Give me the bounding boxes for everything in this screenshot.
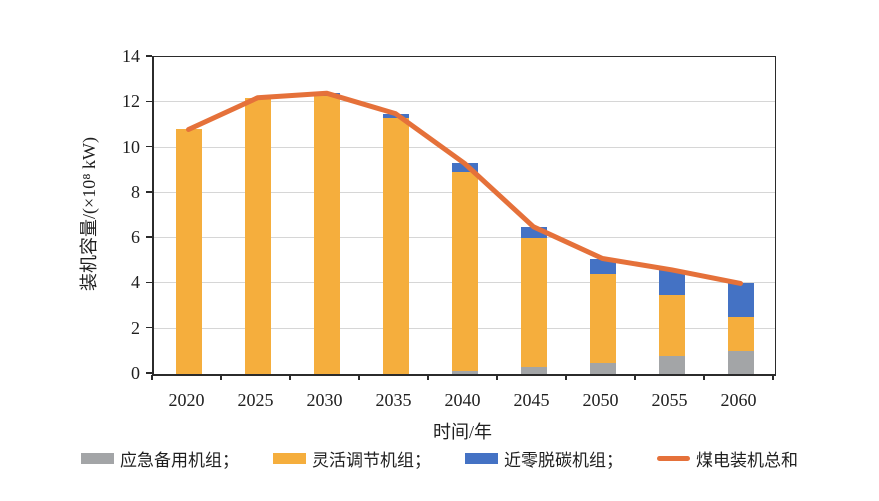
y-tick-label-6: 6 — [131, 227, 140, 248]
y-tick-mark — [146, 372, 152, 374]
x-tick-mark — [151, 375, 153, 380]
bar-segment-gray-2050 — [589, 362, 616, 374]
legend-swatch-gray — [81, 453, 114, 464]
legend-item-total-line: 煤电装机总和 — [657, 446, 798, 471]
x-tick-mark — [565, 375, 567, 380]
x-tick-mark — [772, 375, 774, 380]
bar-segment-yellow-2020 — [175, 129, 202, 374]
y-tick-label-12: 12 — [122, 91, 140, 112]
x-tick-label-2055: 2055 — [651, 390, 688, 410]
x-tick-mark — [496, 375, 498, 380]
legend-swatch-orange-line — [657, 456, 690, 461]
legend-swatch-yellow — [273, 453, 306, 464]
x-tick-mark — [289, 375, 291, 380]
y-tick-label-4: 4 — [131, 272, 140, 293]
chart-legend: 应急备用机组； 灵活调节机组； 近零脱碳机组； 煤电装机总和 — [0, 446, 879, 471]
x-tick-mark — [703, 375, 705, 380]
x-axis-title: 时间/年 — [432, 422, 492, 442]
bar-segment-yellow-2035 — [382, 118, 409, 374]
bar-segment-gray-2055 — [658, 355, 685, 374]
y-tick-mark — [146, 191, 152, 193]
bar-group-2020 — [175, 129, 202, 374]
bar-segment-gray-2040 — [451, 370, 478, 374]
y-tick-mark — [146, 145, 152, 148]
y-axis-title: 装机容量/(×10⁸ kW) — [79, 137, 99, 291]
bar-segment-blue-2050 — [589, 258, 616, 275]
x-tick-mark — [427, 375, 429, 380]
bar-segment-gray-2045 — [520, 367, 547, 374]
x-tick-label-2060: 2060 — [720, 390, 757, 410]
bar-group-2060 — [727, 283, 754, 374]
x-tick-mark — [358, 375, 360, 380]
legend-item-yellow: 灵活调节机组； — [273, 446, 431, 471]
y-tick-mark — [146, 281, 152, 284]
y-tick-label-2: 2 — [131, 317, 140, 338]
x-tick-label-2050: 2050 — [582, 390, 619, 410]
legend-label: 灵活调节机组； — [312, 451, 431, 470]
y-tick-label-14: 14 — [122, 46, 140, 66]
bar-segment-blue-2040 — [451, 163, 478, 173]
bar-group-2050 — [589, 258, 616, 374]
bar-group-2030 — [313, 93, 340, 374]
x-tick-label-2030: 2030 — [306, 390, 343, 410]
legend-item-gray: 应急备用机组； — [81, 446, 239, 471]
bar-segment-yellow-2060 — [727, 317, 754, 352]
bar-segment-yellow-2025 — [244, 97, 271, 374]
y-tick-mark — [146, 236, 152, 238]
y-tick-mark — [146, 100, 152, 103]
bar-segment-blue-2055 — [658, 269, 685, 295]
x-tick-mark — [220, 375, 222, 380]
bar-segment-yellow-2050 — [589, 274, 616, 363]
x-tick-label-2035: 2035 — [375, 390, 412, 410]
x-tick-mark — [634, 375, 636, 380]
bar-segment-yellow-2055 — [658, 294, 685, 356]
bar-segment-yellow-2030 — [313, 95, 340, 374]
x-tick-label-2040: 2040 — [444, 390, 481, 410]
bar-group-2055 — [658, 269, 685, 374]
bar-segment-yellow-2040 — [451, 172, 478, 371]
x-tick-label-2020: 2020 — [168, 390, 205, 410]
legend-label: 煤电装机总和 — [696, 451, 798, 470]
legend-item-blue: 近零脱碳机组； — [465, 446, 623, 471]
x-tick-label-2025: 2025 — [237, 390, 274, 410]
y-tick-label-0: 0 — [131, 363, 140, 383]
bar-group-2045 — [520, 226, 547, 374]
bar-segment-blue-2045 — [520, 226, 547, 239]
legend-swatch-blue — [465, 453, 498, 464]
bar-segment-yellow-2045 — [520, 238, 547, 368]
bar-segment-blue-2060 — [727, 283, 754, 318]
y-tick-label-8: 8 — [131, 181, 140, 202]
bar-group-2035 — [382, 113, 409, 374]
bar-segment-gray-2060 — [727, 351, 754, 374]
plot-area — [152, 56, 776, 376]
y-tick-mark — [146, 326, 152, 329]
x-tick-label-2045: 2045 — [513, 390, 550, 410]
bar-group-2040 — [451, 163, 478, 374]
bar-group-2025 — [244, 97, 271, 374]
y-tick-label-10: 10 — [122, 136, 140, 157]
legend-label: 应急备用机组； — [120, 451, 239, 470]
legend-label: 近零脱碳机组； — [504, 451, 623, 470]
y-tick-mark — [146, 55, 152, 57]
